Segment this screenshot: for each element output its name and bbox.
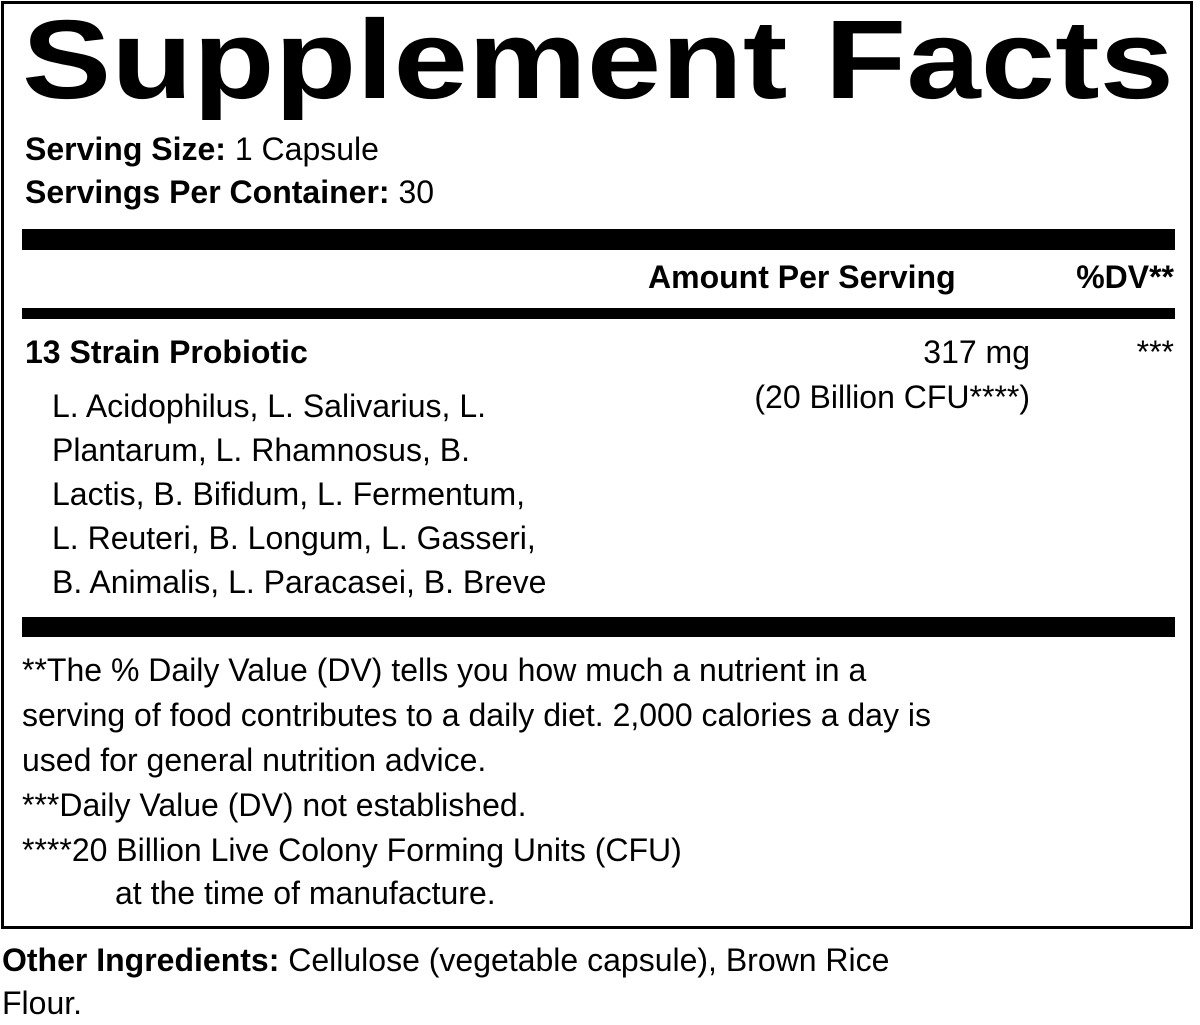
serving-size: Serving Size: 1 Capsule xyxy=(25,127,379,171)
other-ingredients-value: Cellulose (vegetable capsule), Brown Ric… xyxy=(288,942,890,978)
strain-line: L. Acidophilus, L. Salivarius, L. xyxy=(52,388,487,424)
other-ingredients: Other Ingredients: Cellulose (vegetable … xyxy=(2,938,889,982)
footnote-line: at the time of manufacture. xyxy=(115,875,496,911)
title-text: Supplement Facts xyxy=(22,0,1174,120)
strain-line: Plantarum, L. Rhamnosus, B. xyxy=(52,432,470,468)
panel-title: Supplement Facts xyxy=(22,0,1174,120)
strain-line: Lactis, B. Bifidum, L. Fermentum, xyxy=(52,476,526,512)
medium-divider xyxy=(22,308,1175,319)
ingredient-amount: 317 mg xyxy=(923,334,1030,370)
dv-header: %DV** xyxy=(1076,259,1174,295)
footnote-line: ****20 Billion Live Colony Forming Units… xyxy=(22,832,682,868)
supplement-facts-panel xyxy=(1,1,1193,929)
strain-line: B. Animalis, L. Paracasei, B. Breve xyxy=(52,564,547,600)
servings-per-container: Servings Per Container: 30 xyxy=(25,170,434,214)
footnote-line: used for general nutrition advice. xyxy=(22,742,487,778)
ingredient-name: 13 Strain Probiotic xyxy=(25,334,308,370)
amount-per-serving-header: Amount Per Serving xyxy=(648,259,956,295)
serving-size-value: 1 Capsule xyxy=(234,131,379,167)
ingredient-amount-note: (20 Billion CFU****) xyxy=(754,379,1030,415)
thick-divider xyxy=(22,617,1175,637)
other-ingredients-continued: Flour. xyxy=(2,985,83,1021)
other-ingredients-label: Other Ingredients: xyxy=(2,942,280,978)
footnote-line: **The % Daily Value (DV) tells you how m… xyxy=(22,652,867,688)
serving-size-label: Serving Size: xyxy=(25,131,226,167)
strain-line: L. Reuteri, B. Longum, L. Gasseri, xyxy=(52,520,536,556)
servings-per-container-label: Servings Per Container: xyxy=(25,174,390,210)
footnote-line: ***Daily Value (DV) not established. xyxy=(22,787,527,823)
ingredient-dv: *** xyxy=(1136,334,1174,370)
footnote-line: serving of food contributes to a daily d… xyxy=(22,697,931,733)
thick-divider xyxy=(22,229,1175,250)
servings-per-container-value: 30 xyxy=(398,174,435,210)
